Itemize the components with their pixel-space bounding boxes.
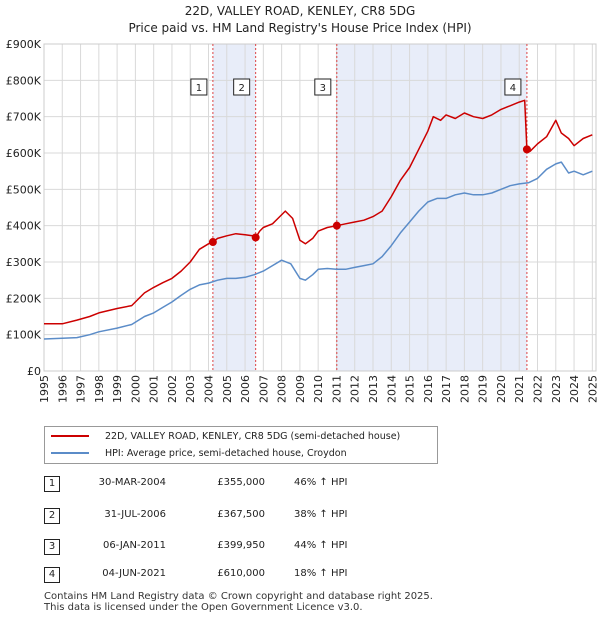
y-tick-label: £800K [6, 74, 42, 87]
x-tick-label: 2014 [385, 375, 398, 403]
x-tick-label: 2017 [440, 375, 453, 403]
legend-item-hpi: HPI: Average price, semi-detached house,… [51, 446, 347, 460]
x-tick-label: 2016 [422, 375, 435, 403]
x-tick-label: 2008 [276, 375, 289, 403]
y-tick-label: £200K [6, 292, 42, 305]
x-tick-label: 2004 [203, 375, 216, 403]
transaction-hpi: 38% ↑ HPI [294, 509, 348, 520]
x-tick-label: 2020 [495, 375, 508, 403]
sale-marker-box [190, 78, 208, 96]
footer-license: This data is licensed under the Open Gov… [44, 602, 363, 613]
transaction-date: 31-JUL-2006 [104, 509, 166, 520]
x-tick-label: 1996 [56, 375, 69, 403]
legend-swatch-property [51, 435, 89, 437]
x-tick-label: 2010 [312, 375, 325, 403]
x-tick-label: 2023 [550, 375, 563, 403]
legend: 22D, VALLEY ROAD, KENLEY, CR8 5DG (semi-… [44, 426, 438, 464]
transaction-number: 3 [44, 539, 60, 555]
transaction-hpi: 46% ↑ HPI [294, 477, 348, 488]
x-tick-label: 2009 [294, 375, 307, 403]
sale-marker-box [233, 78, 251, 96]
legend-label-hpi: HPI: Average price, semi-detached house,… [105, 447, 347, 459]
chart-title: 22D, VALLEY ROAD, KENLEY, CR8 5DG [184, 4, 416, 18]
chart-subtitle: Price paid vs. HM Land Registry's House … [128, 21, 472, 35]
ownership-period-band [336, 44, 527, 371]
transaction-hpi: 18% ↑ HPI [294, 568, 348, 579]
transaction-price: £610,000 [217, 568, 265, 579]
x-tick-label: 2002 [166, 375, 179, 403]
sale-marker-label: 4 [510, 83, 516, 94]
transaction-date: 30-MAR-2004 [98, 477, 166, 488]
x-tick-label: 2022 [532, 375, 545, 403]
x-tick-label: 2015 [404, 375, 417, 403]
sale-point [208, 238, 217, 247]
x-tick-label: 1995 [38, 375, 51, 403]
x-tick-label: 2003 [184, 375, 197, 403]
x-tick-label: 2018 [458, 375, 471, 403]
x-tick-label: 2012 [349, 375, 362, 403]
plot-border [43, 43, 597, 372]
transaction-date: 04-JUN-2021 [102, 568, 166, 579]
x-tick-label: 2011 [330, 375, 343, 403]
y-tick-label: £100K [6, 329, 42, 342]
x-tick-label: 2007 [257, 375, 270, 403]
x-tick-label: 2005 [221, 375, 234, 403]
sale-point [332, 221, 341, 230]
transaction-number: 2 [44, 508, 60, 524]
x-tick-label: 2013 [367, 375, 380, 403]
transaction-hpi: 44% ↑ HPI [294, 540, 348, 551]
footer-copyright: Contains HM Land Registry data © Crown c… [44, 591, 433, 602]
sale-marker-label: 3 [320, 83, 326, 94]
x-tick-label: 2024 [568, 375, 581, 403]
transaction-price: £399,950 [217, 540, 265, 551]
x-tick-label: 2025 [586, 375, 599, 403]
sale-point [522, 145, 531, 154]
sale-marker-box [504, 78, 522, 96]
sale-marker-label: 2 [238, 83, 244, 94]
y-tick-label: £600K [6, 147, 42, 160]
transaction-price: £367,500 [217, 509, 265, 520]
legend-item-property: 22D, VALLEY ROAD, KENLEY, CR8 5DG (semi-… [51, 429, 400, 443]
y-tick-label: £0 [27, 365, 41, 378]
x-tick-label: 1997 [75, 375, 88, 403]
ownership-period-band [212, 44, 256, 371]
y-tick-label: £900K [6, 38, 42, 51]
legend-swatch-hpi [51, 452, 89, 454]
transaction-number: 1 [44, 476, 60, 492]
y-tick-label: £700K [6, 111, 42, 124]
x-tick-label: 2000 [129, 375, 142, 403]
sale-marker-label: 1 [196, 83, 202, 94]
x-tick-label: 2001 [148, 375, 161, 403]
x-tick-label: 1998 [93, 375, 106, 403]
x-tick-label: 2019 [477, 375, 490, 403]
sale-point [251, 233, 260, 242]
sale-marker-box [314, 78, 332, 96]
y-tick-label: £400K [6, 220, 42, 233]
price-chart: £0 £100K £200K £300K £400K £500K £600K £700K £80… [6, 38, 600, 403]
x-tick-label: 2021 [513, 375, 526, 403]
y-tick-label: £500K [6, 183, 42, 196]
y-tick-label: £300K [6, 256, 42, 269]
transaction-number: 4 [44, 567, 60, 583]
transaction-date: 06-JAN-2011 [102, 540, 166, 551]
transaction-price: £355,000 [217, 477, 265, 488]
hpi-series-line [43, 161, 593, 340]
property-price-series-line [44, 99, 593, 325]
x-tick-label: 1999 [111, 375, 124, 403]
legend-label-property: 22D, VALLEY ROAD, KENLEY, CR8 5DG (semi-… [105, 430, 401, 442]
x-tick-label: 2006 [239, 375, 252, 403]
